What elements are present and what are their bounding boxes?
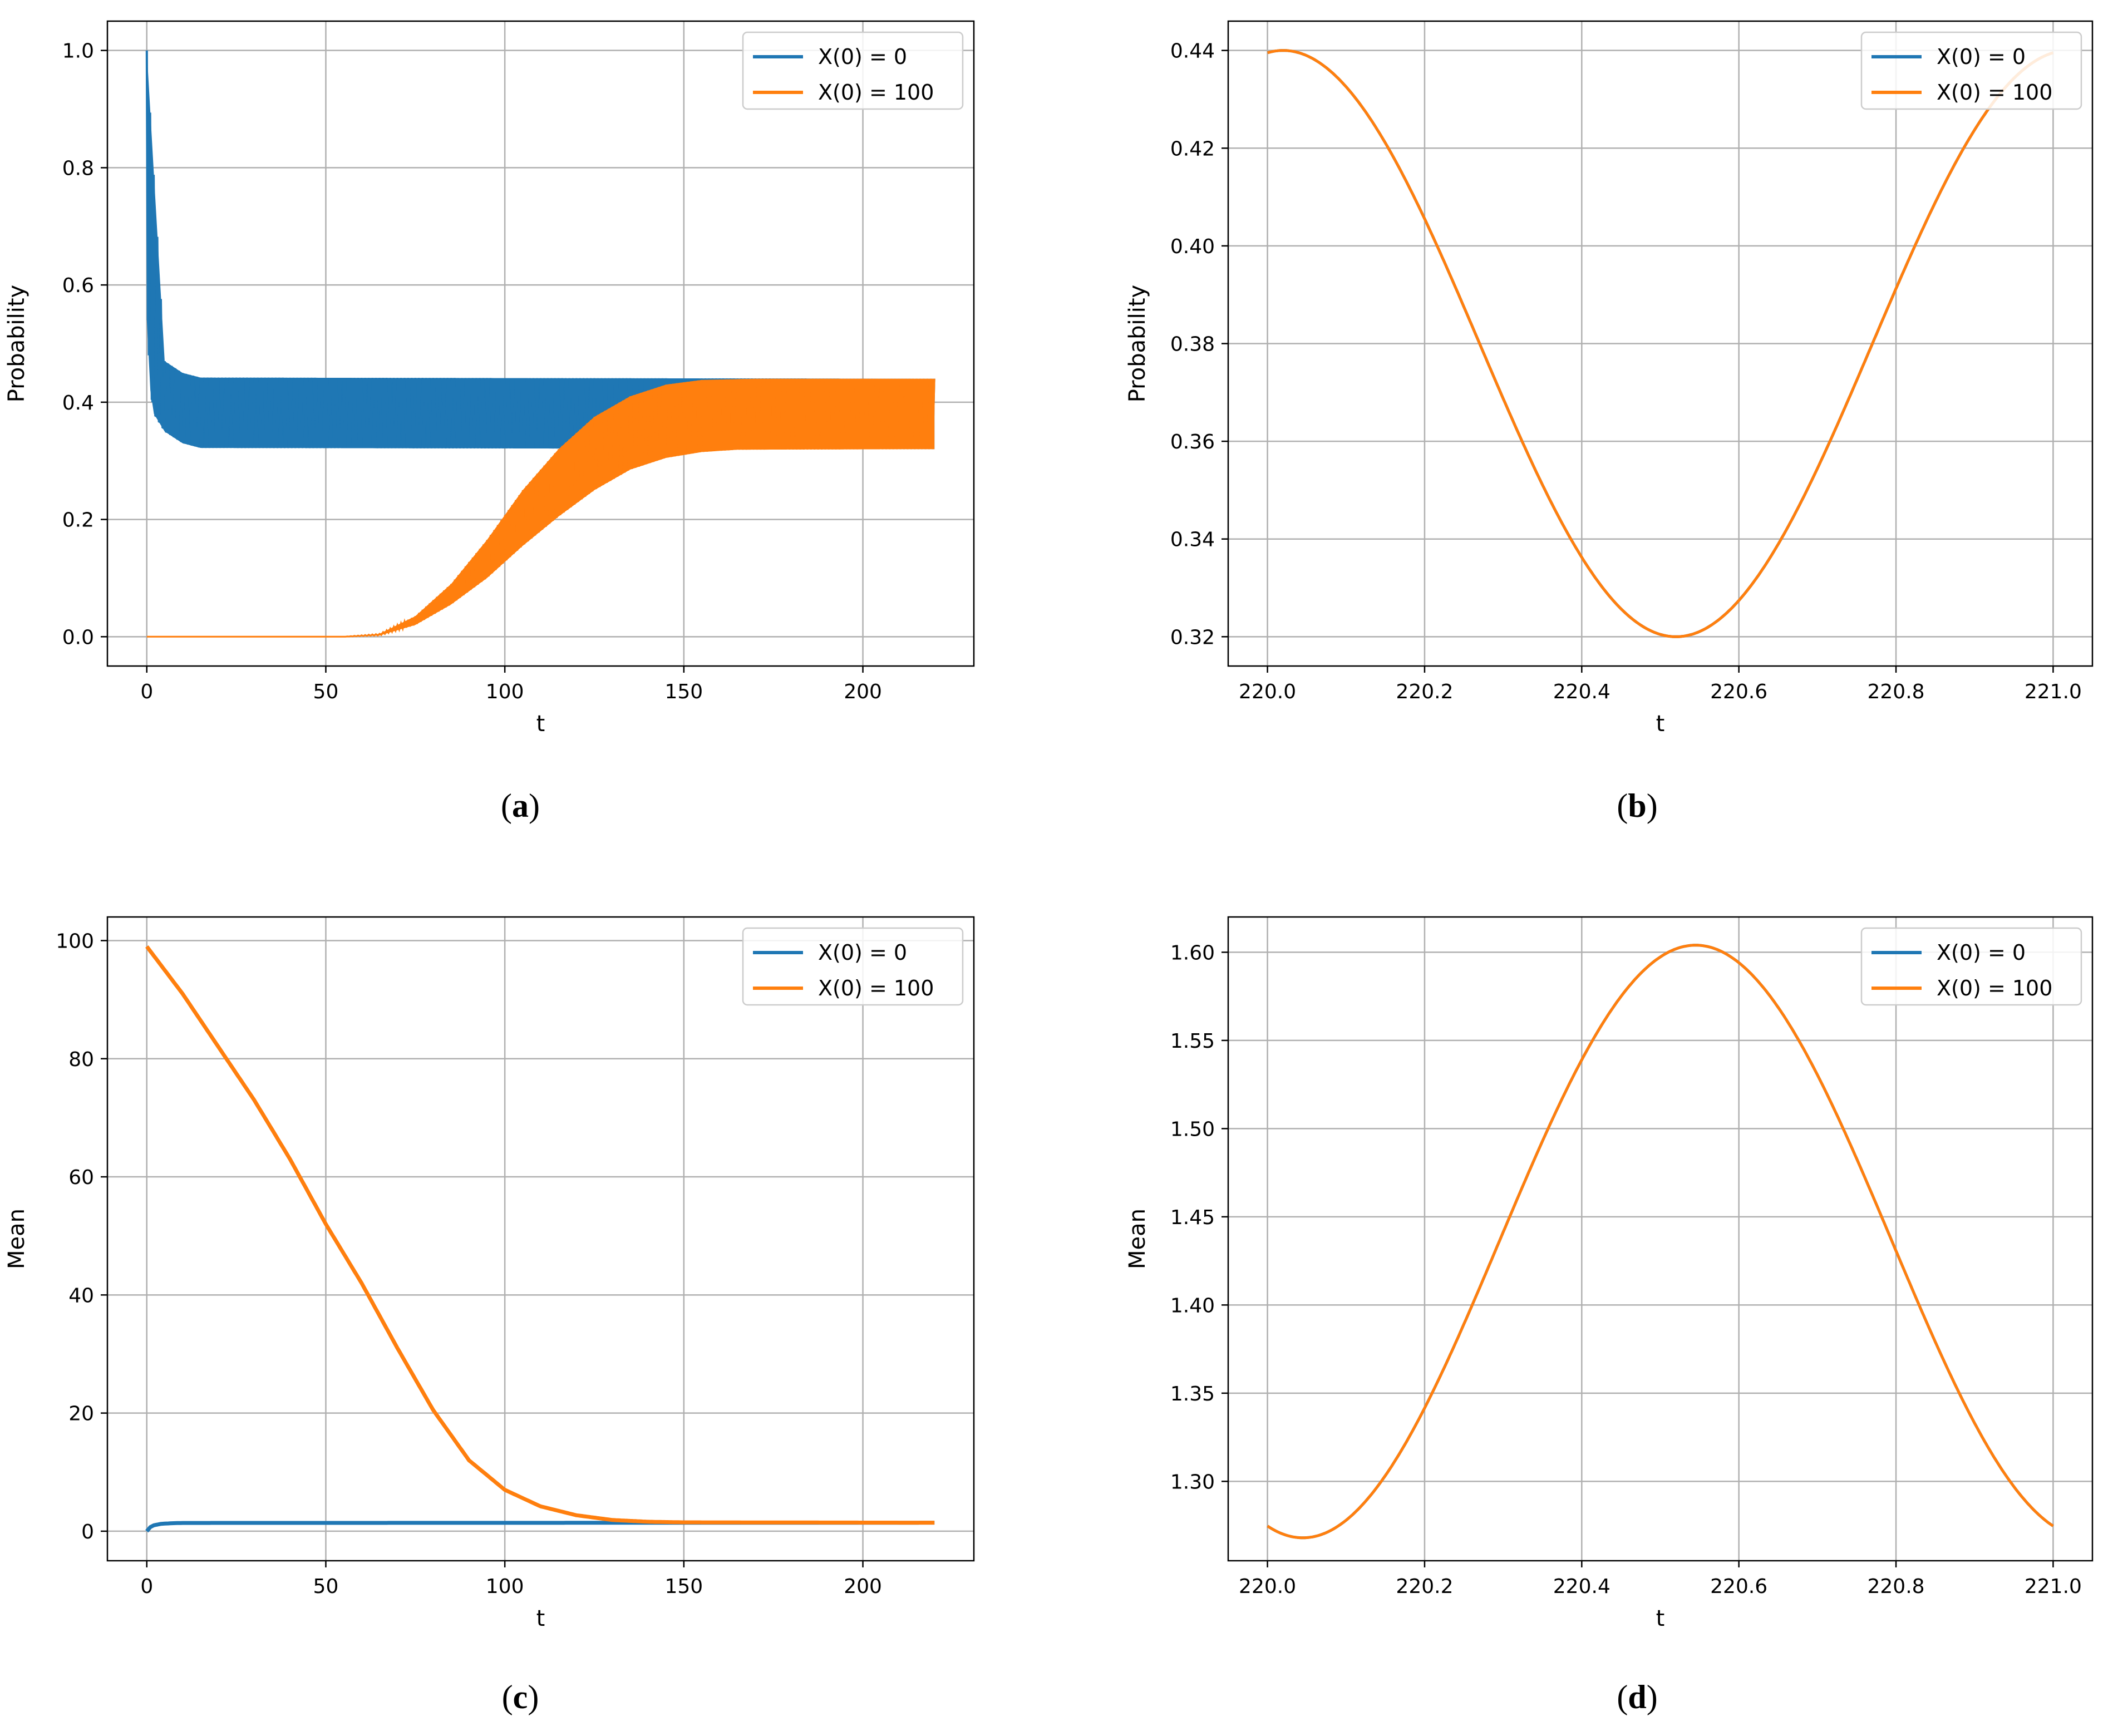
plot-area xyxy=(1267,944,2054,1540)
y-tick-label: 0.0 xyxy=(62,626,94,649)
x-tick-label: 150 xyxy=(664,1575,703,1598)
x-tick-label: 221.0 xyxy=(2025,1575,2082,1598)
y-tick-label: 100 xyxy=(56,930,94,953)
x-tick-label: 0 xyxy=(140,1575,153,1598)
y-axis-label: Probability xyxy=(1125,285,1150,402)
panel-label: (b) xyxy=(1617,787,1657,824)
legend: X(0) = 0 X(0) = 100 xyxy=(1860,31,2082,110)
x-tick-label: 220.2 xyxy=(1396,1575,1453,1598)
legend-box xyxy=(742,927,964,1006)
y-tick-label: 0.44 xyxy=(1170,40,1215,63)
y-tick-label: 1.50 xyxy=(1170,1118,1215,1141)
y-tick-label: 0.6 xyxy=(62,274,94,297)
y-tick-label: 0.40 xyxy=(1170,235,1215,258)
series-line xyxy=(1267,49,2054,638)
x-axis-label: t xyxy=(1656,711,1665,737)
y-tick-label: 1.0 xyxy=(62,40,94,63)
y-tick-label: 1.40 xyxy=(1170,1294,1215,1317)
chart-d: 220.0 220.2 220.4 220.6 220.8 221.0 1.30 1.35 1.… xyxy=(1125,916,2094,1715)
axes-frame xyxy=(106,20,975,667)
y-tick-label: 1.30 xyxy=(1170,1471,1215,1493)
y-tick-label: 1.60 xyxy=(1170,941,1215,964)
y-tick-label: 0.2 xyxy=(62,509,94,532)
series-line xyxy=(1267,944,2054,1540)
x-tick-label: 50 xyxy=(313,680,339,703)
y-tick-label: 1.55 xyxy=(1170,1030,1215,1053)
legend: X(0) = 0 X(0) = 100 xyxy=(742,927,964,1006)
panel-label: (d) xyxy=(1617,1679,1657,1715)
x-tick-label: 100 xyxy=(486,1575,524,1598)
x-tick-label: 221.0 xyxy=(2025,680,2082,703)
y-tick-label: 0.32 xyxy=(1170,626,1215,649)
legend: X(0) = 0 X(0) = 100 xyxy=(742,31,964,110)
plot-area xyxy=(1267,49,2054,638)
legend-label: X(0) = 100 xyxy=(1937,80,2052,105)
x-tick-label: 220.8 xyxy=(1868,1575,1925,1598)
series-band xyxy=(146,378,935,637)
legend-label: X(0) = 100 xyxy=(818,976,934,1000)
y-tick-label: 0.42 xyxy=(1170,137,1215,160)
chart-a: 0 50 100 150 200 0.0 0.2 0.4 0.6 0.8 1.0 t Probabili… xyxy=(4,20,975,824)
chart-b: 220.0 220.2 220.4 220.6 220.8 221.0 0.32 0.34 0.… xyxy=(1125,20,2094,824)
x-axis-label: t xyxy=(536,1606,545,1631)
x-axis-label: t xyxy=(1656,1606,1665,1631)
y-tick-label: 0.36 xyxy=(1170,431,1215,453)
plot-area xyxy=(145,50,935,638)
legend-label: X(0) = 0 xyxy=(818,940,907,965)
x-tick-label: 220.4 xyxy=(1553,680,1610,703)
x-tick-label: 200 xyxy=(844,1575,882,1598)
y-axis-label: Mean xyxy=(1125,1209,1150,1269)
axes-frame xyxy=(106,916,975,1562)
y-tick-label: 40 xyxy=(68,1284,94,1307)
series-line xyxy=(146,378,935,638)
x-tick-label: 220.6 xyxy=(1710,680,1767,703)
series-line xyxy=(145,945,935,1525)
panel-label: (c) xyxy=(502,1679,539,1715)
legend-label: X(0) = 0 xyxy=(818,45,907,69)
y-tick-label: 0.8 xyxy=(62,157,94,180)
x-tick-label: 220.0 xyxy=(1239,680,1296,703)
x-tick-label: 200 xyxy=(844,680,882,703)
y-tick-label: 0.34 xyxy=(1170,529,1215,551)
x-tick-label: 220.8 xyxy=(1868,680,1925,703)
legend: X(0) = 0 X(0) = 100 xyxy=(1860,927,2082,1006)
axes-frame xyxy=(1227,916,2094,1562)
y-tick-label: 0 xyxy=(81,1521,94,1543)
y-axis-label: Probability xyxy=(4,285,29,402)
x-tick-label: 100 xyxy=(486,680,524,703)
x-tick-label: 150 xyxy=(664,680,703,703)
y-tick-label: 1.45 xyxy=(1170,1206,1215,1229)
x-tick-label: 220.6 xyxy=(1710,1575,1767,1598)
x-tick-label: 220.2 xyxy=(1396,680,1453,703)
legend-label: X(0) = 100 xyxy=(1937,976,2052,1000)
x-axis-label: t xyxy=(536,711,545,737)
legend-box xyxy=(1860,927,2082,1006)
plot-area xyxy=(145,945,935,1533)
legend-box xyxy=(1860,31,2082,110)
y-tick-label: 80 xyxy=(68,1048,94,1071)
x-tick-label: 0 xyxy=(140,680,153,703)
x-tick-label: 50 xyxy=(313,1575,339,1598)
legend-box xyxy=(742,31,964,110)
legend-label: X(0) = 100 xyxy=(818,80,934,105)
series-line xyxy=(1267,944,2054,1540)
y-tick-label: 1.35 xyxy=(1170,1383,1215,1405)
panel-label: (a) xyxy=(501,787,540,824)
x-tick-label: 220.0 xyxy=(1239,1575,1296,1598)
y-tick-label: 0.4 xyxy=(62,392,94,415)
y-tick-label: 20 xyxy=(68,1403,94,1426)
y-tick-label: 0.38 xyxy=(1170,333,1215,356)
legend-label: X(0) = 0 xyxy=(1937,45,2026,69)
legend-label: X(0) = 0 xyxy=(1937,940,2026,965)
x-tick-label: 220.4 xyxy=(1553,1575,1610,1598)
y-axis-label: Mean xyxy=(4,1209,29,1269)
y-tick-label: 60 xyxy=(68,1166,94,1189)
